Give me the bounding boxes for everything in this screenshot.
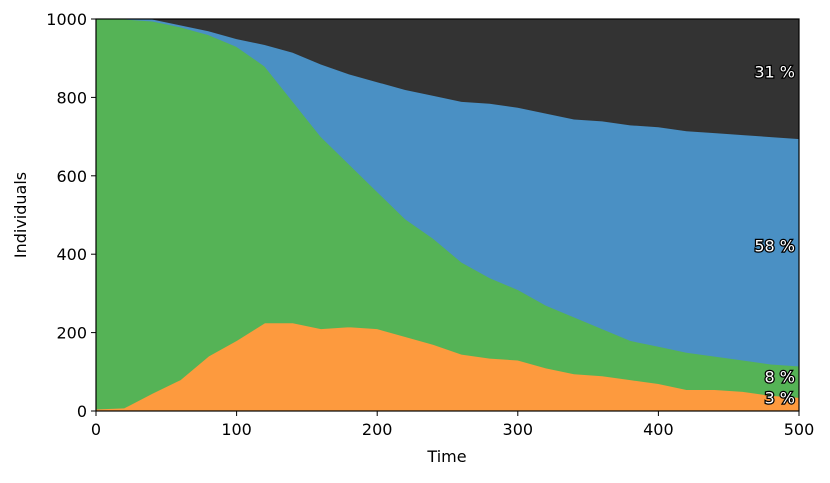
- y-tick-label: 800: [56, 88, 87, 107]
- annotation: 3 %: [765, 389, 795, 408]
- y-tick-label: 400: [56, 245, 87, 264]
- x-tick-label: 300: [503, 420, 534, 439]
- x-tick-label: 200: [362, 420, 393, 439]
- x-tick-label: 500: [784, 420, 815, 439]
- plot-frame: [95, 18, 800, 412]
- x-tick-label: 100: [221, 420, 252, 439]
- y-tick-label: 0: [77, 402, 87, 421]
- x-tick-label: 0: [91, 420, 101, 439]
- annotation: 58 %: [754, 237, 795, 256]
- annotation: 31 %: [754, 63, 795, 82]
- x-tick-label: 400: [643, 420, 674, 439]
- y-axis-label: Individuals: [11, 172, 30, 258]
- x-axis-label: Time: [426, 447, 466, 466]
- y-tick-label: 1000: [46, 10, 87, 29]
- y-tick-label: 600: [56, 167, 87, 186]
- annotation: 8 %: [765, 368, 795, 387]
- y-tick-label: 200: [56, 324, 87, 343]
